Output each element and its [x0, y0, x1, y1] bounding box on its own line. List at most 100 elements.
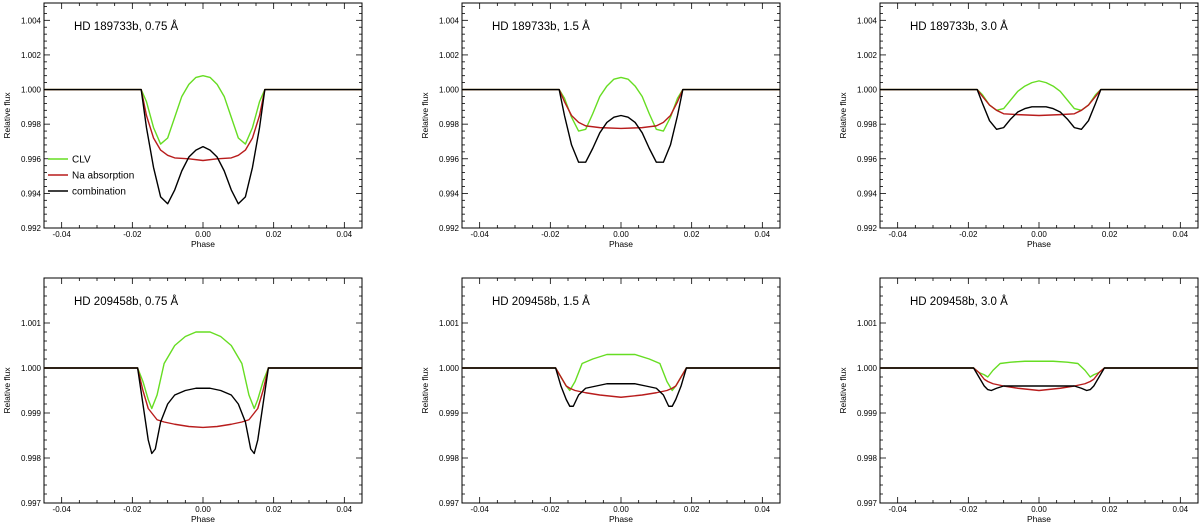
y-tick-label: 1.000 [21, 364, 42, 373]
chart-panel-4: -0.04 -0.02 0.00 0.02 0.04 0.997 0.998 0.999 1.0… [2, 277, 363, 524]
x-axis-label: Phase [1027, 239, 1051, 249]
x-tick-label: 0.04 [337, 505, 353, 514]
x-axis-label: Phase [1027, 514, 1051, 524]
panel-annotation: HD 209458b, 3.0 Å [910, 295, 1008, 308]
x-tick-label: 0.04 [755, 230, 771, 239]
series-line-combination [44, 88, 362, 205]
x-tick-label: 0.02 [684, 505, 700, 514]
x-tick-label: 0.02 [266, 505, 282, 514]
y-axis-label: Relative flux [420, 367, 430, 414]
x-tick-label: 0.02 [684, 230, 700, 239]
y-tick-label: 1.004 [857, 16, 878, 25]
x-tick-label: 0.04 [337, 230, 353, 239]
y-axis-label: Relative flux [420, 92, 430, 139]
series-line-na-absorption [880, 88, 1198, 117]
x-axis-label: Phase [191, 514, 215, 524]
y-tick-label: 0.992 [857, 224, 878, 233]
y-tick-label: 1.004 [439, 16, 460, 25]
y-tick-label: 1.001 [21, 319, 42, 328]
y-tick-label: 0.998 [21, 120, 42, 129]
y-tick-label: 0.994 [857, 189, 878, 198]
chart-panel-3: -0.04 -0.02 0.00 0.02 0.04 0.992 0.994 0.996 0.9… [838, 2, 1199, 249]
series-line-clv [880, 80, 1198, 112]
y-tick-label: 0.992 [21, 224, 42, 233]
y-axis-label: Relative flux [2, 367, 12, 414]
x-tick-label: 0.00 [1031, 505, 1047, 514]
x-tick-label: -0.02 [541, 505, 560, 514]
panel-annotation: HD 189733b, 3.0 Å [910, 20, 1008, 33]
y-tick-label: 1.000 [439, 86, 460, 95]
y-tick-label: 0.996 [439, 155, 460, 164]
y-tick-label: 0.997 [439, 499, 460, 508]
y-tick-label: 1.002 [857, 51, 878, 60]
y-tick-label: 0.997 [857, 499, 878, 508]
y-tick-label: 0.999 [21, 409, 42, 418]
y-tick-label: 1.004 [21, 16, 42, 25]
y-tick-label: 1.000 [21, 86, 42, 95]
chart-panel-1: -0.04 -0.02 0.00 0.02 0.04 0.992 0.994 0.996 0.9… [2, 2, 363, 249]
series-line-combination [880, 88, 1198, 131]
y-tick-label: 0.998 [439, 454, 460, 463]
x-tick-label: -0.02 [123, 230, 142, 239]
x-tick-label: -0.02 [959, 230, 978, 239]
series-line-clv [880, 360, 1198, 378]
y-tick-label: 0.999 [439, 409, 460, 418]
y-tick-label: 1.001 [857, 319, 878, 328]
series-line-combination [462, 367, 780, 407]
x-tick-label: 0.04 [755, 505, 771, 514]
x-tick-label: 0.02 [1102, 230, 1118, 239]
chart-panel-5: -0.04 -0.02 0.00 0.02 0.04 0.997 0.998 0.999 1.0… [420, 277, 781, 524]
x-axis-label: Phase [191, 239, 215, 249]
series-line-combination [44, 367, 362, 455]
y-tick-label: 0.996 [21, 155, 42, 164]
y-axis-label: Relative flux [838, 367, 848, 414]
series-line-clv [462, 76, 780, 132]
x-axis-label: Phase [609, 514, 633, 524]
x-tick-label: 0.04 [1173, 230, 1189, 239]
y-tick-label: 1.000 [439, 364, 460, 373]
series-line-na-absorption [462, 88, 780, 130]
y-tick-label: 0.997 [21, 499, 42, 508]
y-tick-label: 0.998 [857, 454, 878, 463]
series-line-clv [44, 331, 362, 410]
x-tick-label: -0.02 [123, 505, 142, 514]
series-line-combination [462, 88, 780, 163]
series-line-na-absorption [880, 367, 1198, 392]
panel-annotation: HD 189733b, 1.5 Å [492, 20, 590, 33]
series-line-na-absorption [462, 367, 780, 398]
y-axis-label: Relative flux [838, 92, 848, 139]
y-tick-label: 0.992 [439, 224, 460, 233]
plot-frame [43, 277, 363, 504]
x-tick-label: -0.04 [53, 230, 72, 239]
legend-label: Na absorption [72, 171, 134, 182]
panel-annotation: HD 189733b, 0.75 Å [74, 20, 179, 33]
x-tick-label: 0.00 [195, 230, 211, 239]
y-tick-label: 1.000 [857, 86, 878, 95]
y-tick-label: 0.998 [21, 454, 42, 463]
series-line-na-absorption [44, 367, 362, 429]
x-tick-label: 0.00 [195, 505, 211, 514]
series-line-combination [880, 367, 1198, 392]
x-tick-label: -0.04 [889, 505, 908, 514]
y-tick-label: 0.998 [439, 120, 460, 129]
panel-annotation: HD 209458b, 1.5 Å [492, 295, 590, 308]
x-axis-label: Phase [609, 239, 633, 249]
y-tick-label: 0.999 [857, 409, 878, 418]
x-tick-label: -0.04 [471, 230, 490, 239]
plot-frame [461, 277, 781, 504]
y-tick-label: 1.000 [857, 364, 878, 373]
x-tick-label: -0.04 [889, 230, 908, 239]
series-line-na-absorption [44, 88, 362, 162]
legend-label: CLV [72, 155, 91, 166]
y-tick-label: 1.002 [21, 51, 42, 60]
x-tick-label: 0.02 [266, 230, 282, 239]
x-tick-label: 0.00 [1031, 230, 1047, 239]
y-tick-label: 0.994 [21, 189, 42, 198]
x-tick-label: 0.04 [1173, 505, 1189, 514]
x-tick-label: -0.02 [541, 230, 560, 239]
y-tick-label: 0.998 [857, 120, 878, 129]
x-tick-label: 0.00 [613, 230, 629, 239]
chart-panel-2: -0.04 -0.02 0.00 0.02 0.04 0.992 0.994 0.996 0.9… [420, 2, 781, 249]
y-tick-label: 1.001 [439, 319, 460, 328]
